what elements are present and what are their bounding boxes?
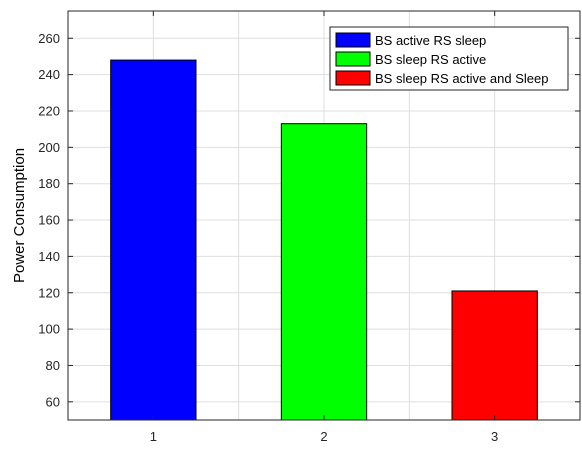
y-tick-label: 180 [38, 176, 60, 191]
x-tick-label: 3 [491, 429, 498, 444]
bar-3 [452, 291, 537, 420]
y-tick-label: 220 [38, 103, 60, 118]
y-tick-label: 200 [38, 140, 60, 155]
legend-label: BS sleep RS active and Sleep [375, 71, 548, 86]
y-tick-label: 120 [38, 285, 60, 300]
y-tick-label: 60 [46, 394, 60, 409]
y-axis-label: Power Consumption [11, 148, 28, 283]
legend-swatch [336, 33, 370, 47]
bar-2 [281, 124, 366, 420]
bar-1 [111, 60, 196, 420]
legend: BS active RS sleep BS sleep RS active BS s… [330, 27, 568, 90]
y-tick-label: 240 [38, 67, 60, 82]
legend-label: BS sleep RS active [375, 52, 486, 67]
y-tick-label: 260 [38, 31, 60, 46]
y-tick-label: 140 [38, 249, 60, 264]
y-tick-label: 80 [46, 358, 60, 373]
legend-swatch [336, 71, 370, 85]
y-tick-label: 100 [38, 322, 60, 337]
x-tick-label: 1 [150, 429, 157, 444]
legend-label: BS active RS sleep [375, 33, 486, 48]
y-tick-label: 160 [38, 213, 60, 228]
legend-swatch [336, 52, 370, 66]
x-tick-label: 2 [320, 429, 327, 444]
